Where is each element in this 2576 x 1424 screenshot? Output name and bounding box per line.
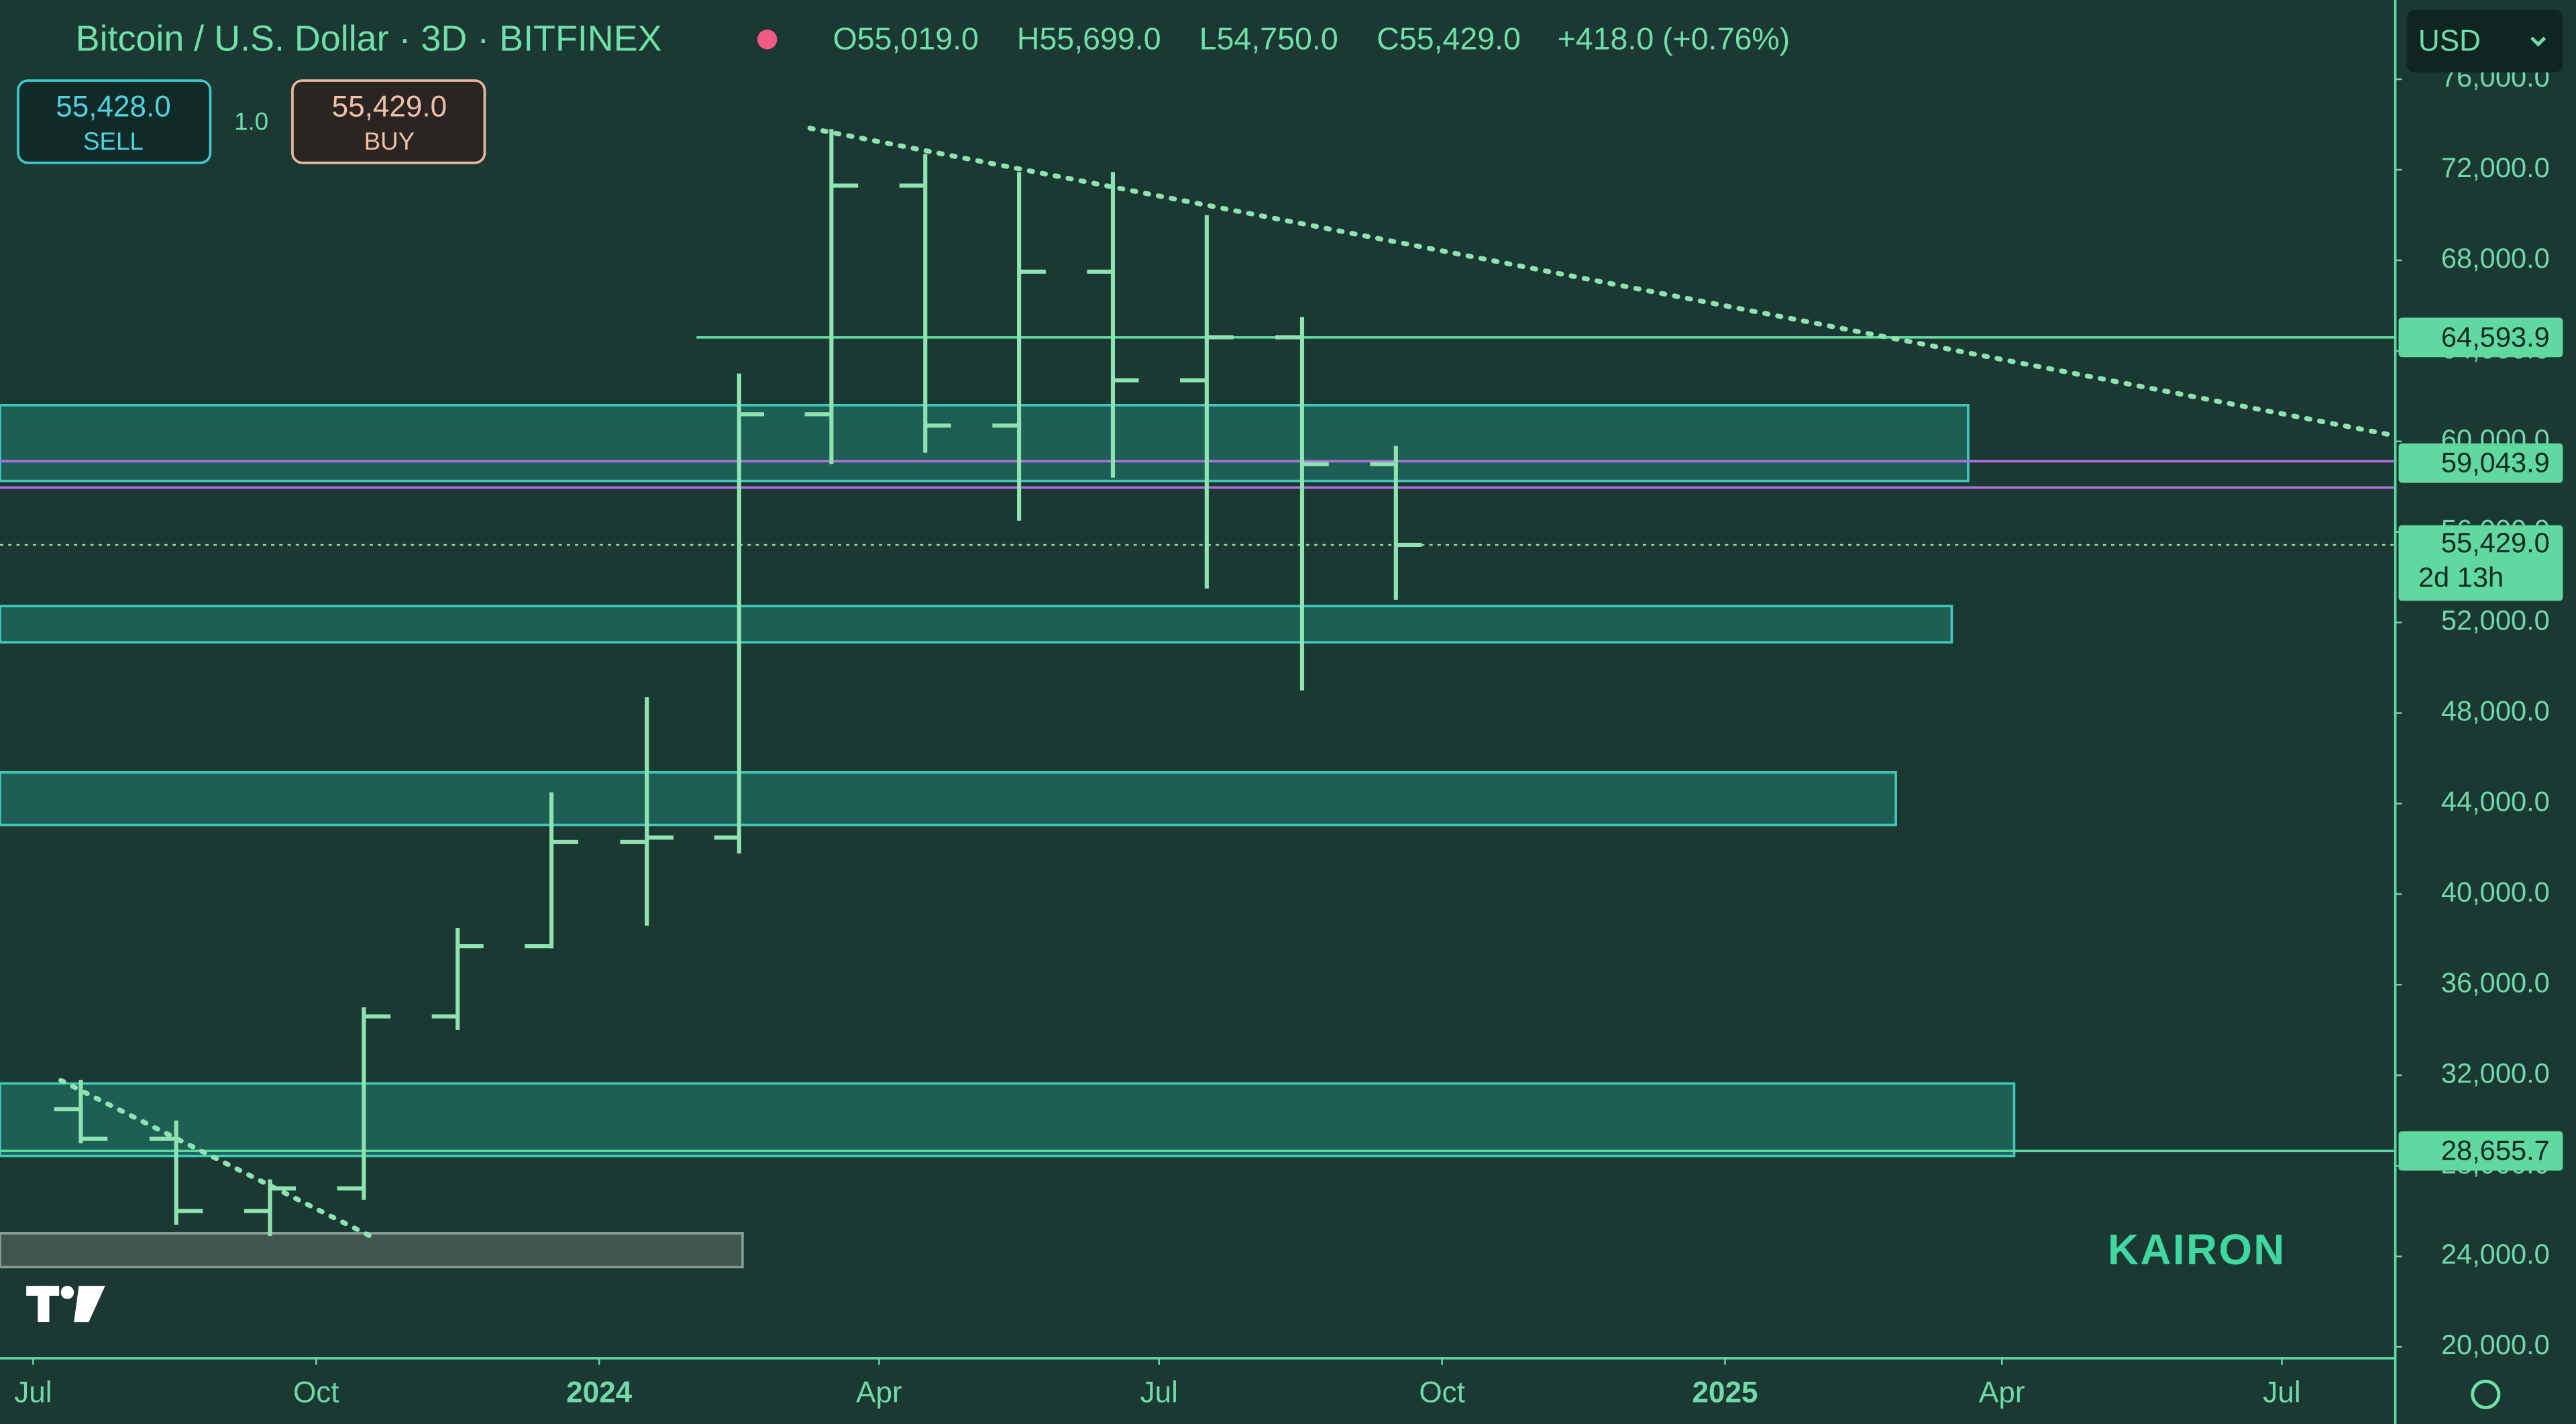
watermark: KAIRON (2108, 1226, 2286, 1274)
ohlc-open: O55,019.0 (833, 21, 979, 56)
settings-icon[interactable] (2471, 1379, 2501, 1409)
level-label: 28,655.7 (2441, 1135, 2550, 1166)
y-tick-label: 52,000.0 (2441, 605, 2550, 636)
tv-logo (26, 1286, 105, 1323)
level-label: 64,593.9 (2441, 321, 2550, 352)
ohlc-high: H55,699.0 (1017, 21, 1161, 56)
y-tick-label: 24,000.0 (2441, 1238, 2550, 1270)
currency-select[interactable] (2406, 9, 2563, 72)
x-tick-label: 2025 (1692, 1376, 1758, 1409)
x-tick-label: Jul (2263, 1376, 2300, 1409)
chart-title: Bitcoin / U.S. Dollar · 3D · BITFINEX (76, 18, 662, 58)
trend-line (58, 1078, 378, 1241)
price-zone (0, 403, 1970, 482)
sell-label: SELL (83, 128, 144, 155)
x-tick-label: Jul (1140, 1376, 1178, 1409)
x-tick-label: Jul (14, 1376, 52, 1409)
price-zone (0, 605, 1953, 644)
y-tick-label: 36,000.0 (2441, 966, 2550, 998)
y-tick-label: 20,000.0 (2441, 1329, 2550, 1360)
buy-label: BUY (364, 128, 415, 155)
level-label: 59,043.9 (2441, 446, 2550, 478)
ohlc-change: +418.0 (+0.76%) (1558, 21, 1790, 56)
y-tick-label: 68,000.0 (2441, 242, 2550, 274)
x-tick-label: Apr (1979, 1376, 2025, 1409)
trend-line (807, 125, 2398, 439)
overlay: Jul Oct 2024 Apr Jul Oct 2025 Apr Jul 20,000.0 24,… (14, 61, 2563, 1409)
x-tick-label: Apr (856, 1376, 902, 1409)
y-tick-label: 40,000.0 (2441, 876, 2550, 907)
y-tick-label: 72,000.0 (2441, 152, 2550, 183)
level-badge (2398, 1131, 2563, 1171)
plot-area (0, 129, 2396, 1268)
dropdown-arrow (2530, 36, 2546, 47)
buy-button[interactable] (291, 79, 486, 164)
currency-label: USD (2418, 24, 2481, 57)
sell-price: 55,428.0 (56, 90, 171, 123)
last-price-label: 55,429.0 (2441, 527, 2550, 558)
price-zone (0, 771, 1897, 827)
x-tick-label: Oct (1419, 1376, 1465, 1409)
price-zone (0, 1082, 2016, 1158)
countdown-label: 2d 13h (2418, 561, 2504, 593)
x-tick-label: Oct (293, 1376, 339, 1409)
ohlc-close: C55,429.0 (1377, 21, 1521, 56)
y-tick-label: 44,000.0 (2441, 786, 2550, 817)
y-tick-label: 32,000.0 (2441, 1057, 2550, 1088)
status-dot (757, 30, 777, 50)
buy-price: 55,429.0 (332, 90, 447, 123)
ohlc-low: L54,750.0 (1199, 21, 1338, 56)
x-tick-label: 2024 (566, 1376, 633, 1409)
sell-button[interactable] (17, 79, 212, 164)
y-tick-label: 48,000.0 (2441, 695, 2550, 727)
quantity: 1.0 (234, 107, 268, 135)
last-price-badge (2398, 525, 2563, 601)
level-badge (2398, 443, 2563, 483)
level-badge (2398, 317, 2563, 358)
price-zone (0, 1232, 744, 1268)
